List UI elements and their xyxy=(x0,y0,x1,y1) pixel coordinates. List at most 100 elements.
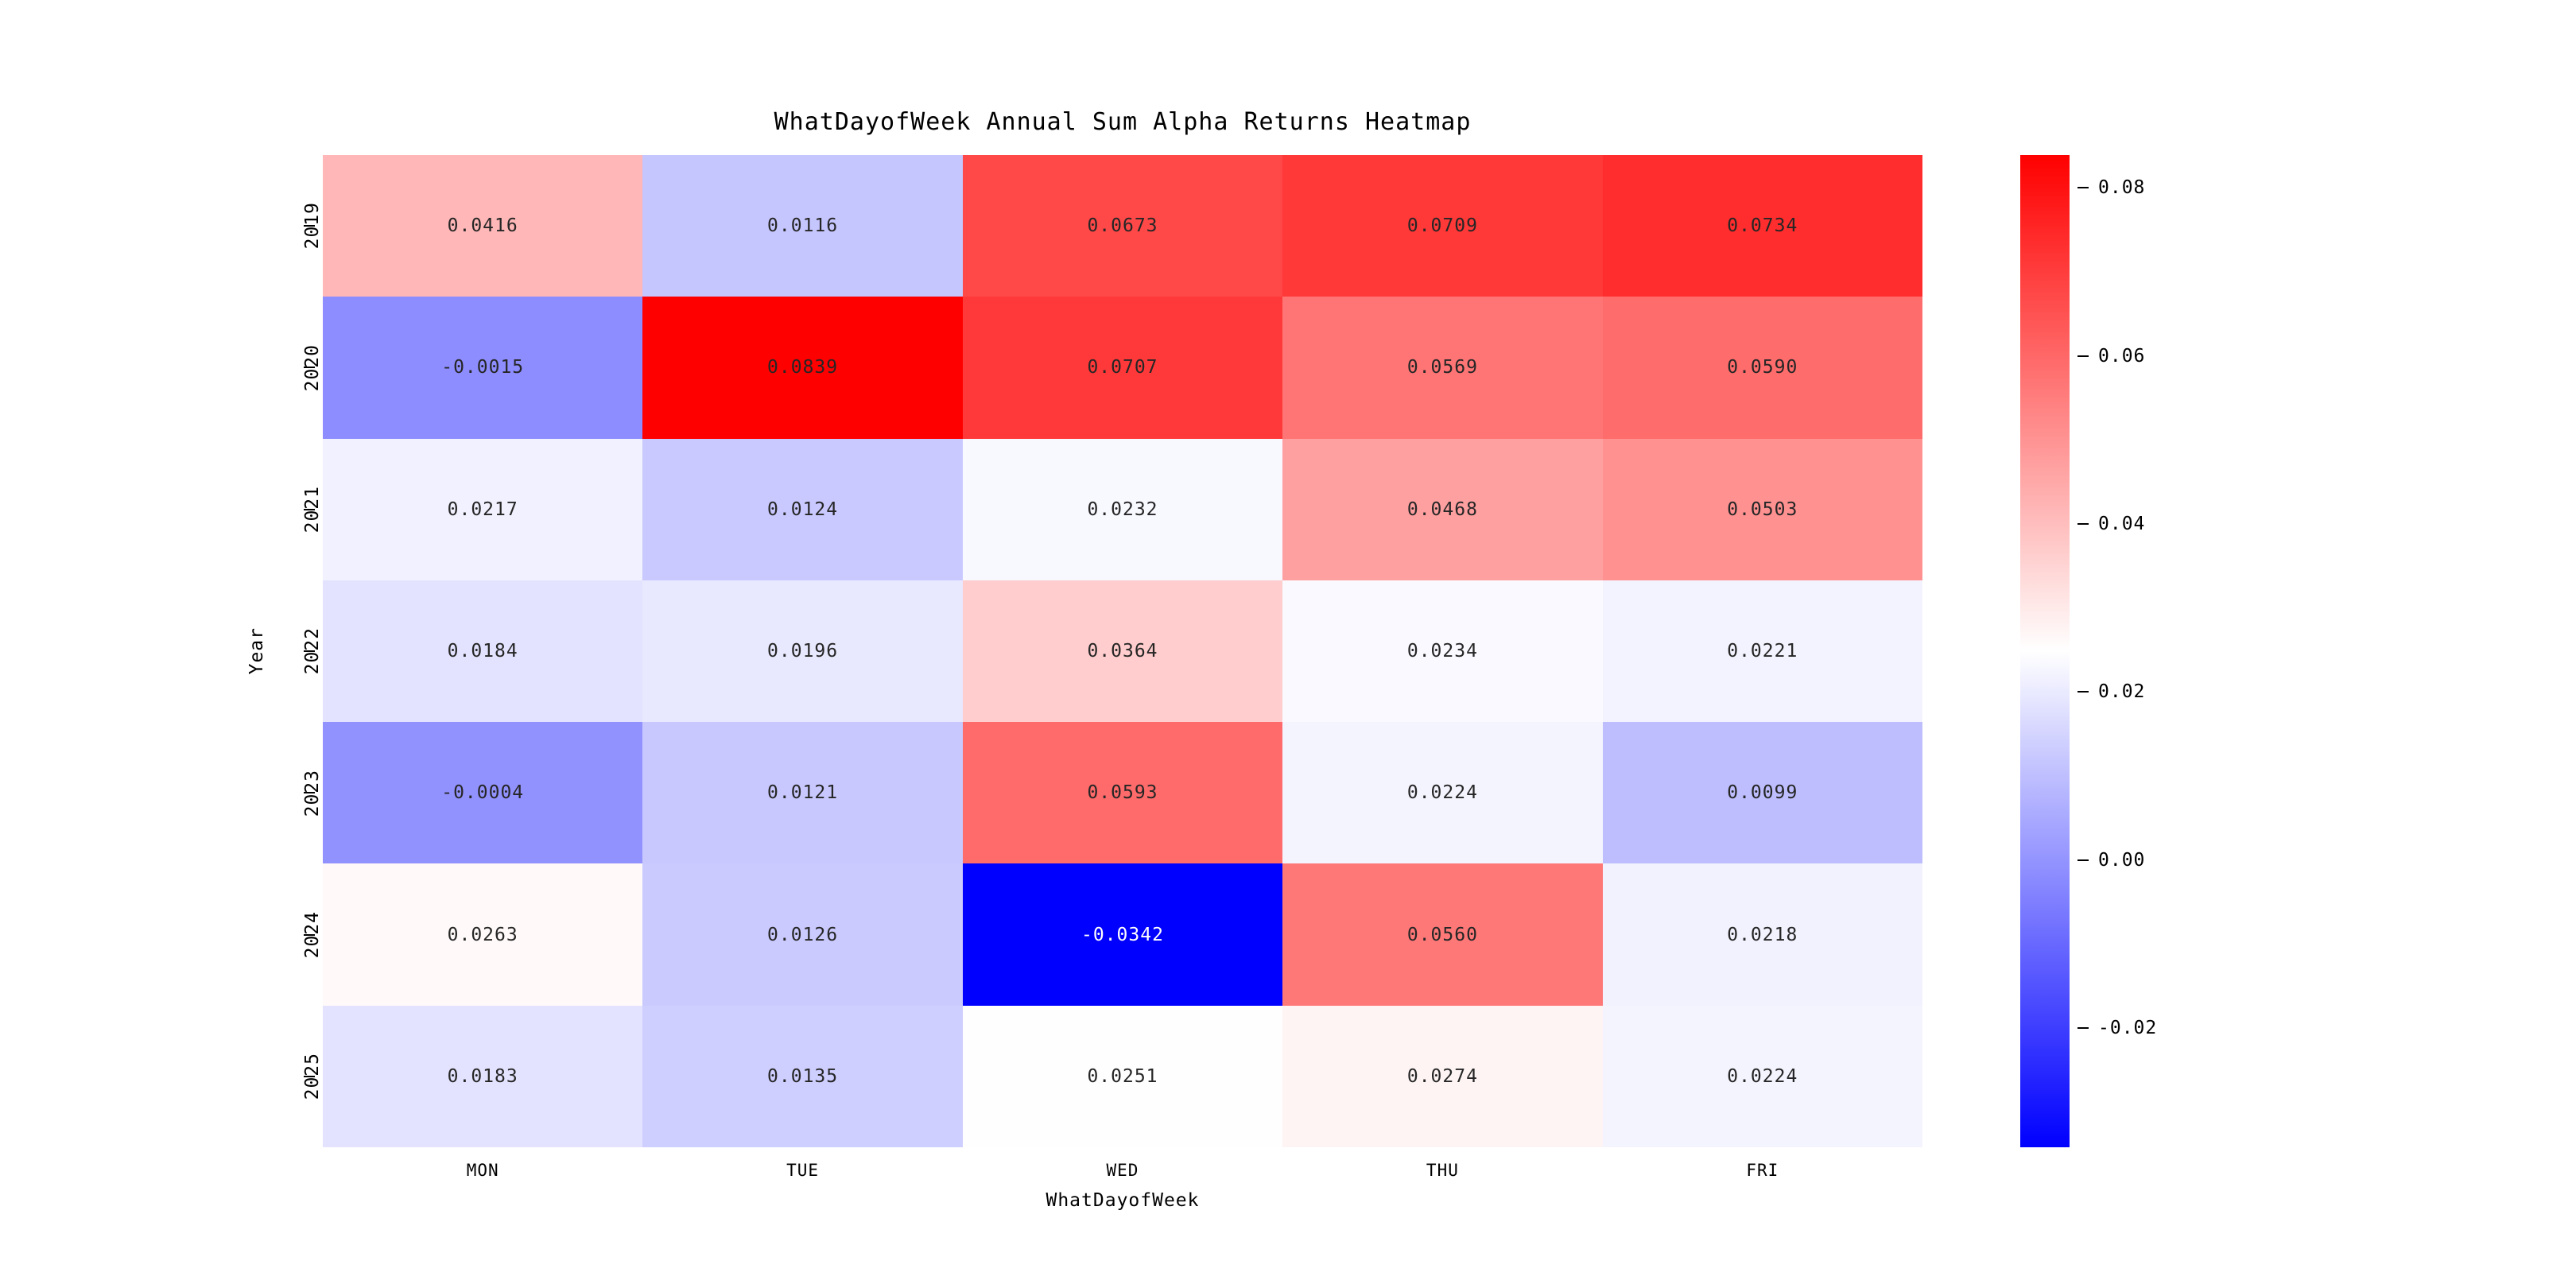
heatmap-cell: 0.0224 xyxy=(1282,722,1603,864)
y-axis-tick-2020: 2020 xyxy=(0,297,323,438)
heatmap-cell-value: 0.0707 xyxy=(1087,357,1158,378)
heatmap-cell: 0.0593 xyxy=(962,722,1283,864)
y-axis-tick-mark xyxy=(304,792,315,794)
heatmap-cell-value: 0.0184 xyxy=(447,640,518,661)
x-axis-tick-tue: TUE xyxy=(786,1161,820,1180)
colorbar-tick-mark xyxy=(2077,859,2089,861)
heatmap-cell-value: 0.0560 xyxy=(1406,924,1478,945)
heatmap-cell-value: 0.0569 xyxy=(1406,357,1478,378)
heatmap-cell-value: 0.0218 xyxy=(1727,924,1798,945)
heatmap-cell-value: -0.0342 xyxy=(1081,924,1164,945)
x-axis-tick-mon: MON xyxy=(466,1161,499,1180)
heatmap-cell: 0.0234 xyxy=(1282,580,1603,723)
colorbar-tick-label: 0.02 xyxy=(2098,681,2146,703)
heatmap-cell-value: 0.0251 xyxy=(1087,1065,1158,1087)
heatmap-cell: 0.0221 xyxy=(1602,580,1922,723)
y-axis-tick-mark xyxy=(304,1075,315,1077)
heatmap-cell-value: 0.0224 xyxy=(1406,782,1478,804)
y-axis-tick-mark xyxy=(304,508,315,510)
colorbar-gradient xyxy=(2020,155,2070,1147)
colorbar-tick-label: 0.04 xyxy=(2098,513,2146,534)
heatmap-cell: 0.0468 xyxy=(1282,438,1603,580)
heatmap-cell: 0.0196 xyxy=(642,580,963,723)
heatmap-cell: -0.0342 xyxy=(962,863,1283,1006)
colorbar-tick-mark xyxy=(2077,522,2089,525)
y-axis-tick-labels: 2019202020212022202320242025 xyxy=(0,155,323,1147)
heatmap-cell: 0.0232 xyxy=(962,438,1283,580)
heatmap-cell: 0.0503 xyxy=(1602,438,1922,580)
heatmap-cell-value: 0.0673 xyxy=(1087,215,1158,237)
heatmap-cell: 0.0569 xyxy=(1282,297,1603,439)
heatmap-cell-value: 0.0217 xyxy=(447,499,518,520)
heatmap-cell-value: 0.0468 xyxy=(1406,499,1478,520)
heatmap-cell: 0.0224 xyxy=(1602,1005,1922,1147)
heatmap-cell-value: 0.0416 xyxy=(447,215,518,237)
y-axis-tick-2021: 2021 xyxy=(0,439,323,580)
heatmap-cell-value: 0.0234 xyxy=(1406,640,1478,661)
colorbar-tick-label: -0.02 xyxy=(2098,1017,2158,1038)
heatmap-cell-value: 0.0364 xyxy=(1087,640,1158,661)
heatmap-cell: 0.0124 xyxy=(642,438,963,580)
heatmap-cell: 0.0707 xyxy=(962,297,1283,439)
heatmap-cell-value: 0.0274 xyxy=(1406,1065,1478,1087)
y-axis-tick-2023: 2023 xyxy=(0,722,323,863)
heatmap-cell-value: 0.0126 xyxy=(767,924,839,945)
heatmap-cell-value: 0.0734 xyxy=(1727,215,1798,237)
heatmap-cell-value: 0.0183 xyxy=(447,1065,518,1087)
colorbar: 0.08 0.06 0.04 0.02 0.00 -0.02 xyxy=(2020,155,2156,1147)
colorbar-tick-mark xyxy=(2077,691,2089,693)
heatmap-cell-value: -0.0015 xyxy=(441,357,525,378)
heatmap-cell-value: -0.0004 xyxy=(441,782,525,804)
heatmap-cell-value: 0.0503 xyxy=(1727,499,1798,520)
heatmap-cell-value: 0.0593 xyxy=(1087,782,1158,804)
heatmap-cell: 0.0673 xyxy=(962,155,1283,297)
y-axis-tick-mark xyxy=(304,225,315,227)
heatmap-cell: 0.0560 xyxy=(1282,863,1603,1006)
heatmap-cell-value: 0.0590 xyxy=(1727,357,1798,378)
heatmap-cell-value: 0.0224 xyxy=(1727,1065,1798,1087)
y-axis-tick-2019: 2019 xyxy=(0,155,323,297)
heatmap-cell: 0.0217 xyxy=(323,438,643,580)
heatmap-cell: 0.0184 xyxy=(323,580,643,723)
y-axis-tick-mark xyxy=(304,650,315,652)
heatmap-cell-value: 0.0221 xyxy=(1727,640,1798,661)
heatmap-cell-value: 0.0121 xyxy=(767,782,839,804)
colorbar-tick-label: 0.08 xyxy=(2098,177,2146,199)
heatmap-cell-value: 0.0232 xyxy=(1087,499,1158,520)
colorbar-tick-mark xyxy=(2077,355,2089,357)
heatmap-cell: 0.0135 xyxy=(642,1005,963,1147)
heatmap-cell: 0.0734 xyxy=(1602,155,1922,297)
heatmap-grid: 0.0416 0.0116 0.0673 0.0709 0.0734 -0.0015 0.0… xyxy=(323,155,1922,1147)
heatmap-cell: -0.0015 xyxy=(323,297,643,439)
heatmap-cell: 0.0839 xyxy=(642,297,963,439)
heatmap-cell: 0.0251 xyxy=(962,1005,1283,1147)
heatmap-cell-value: 0.0116 xyxy=(767,215,839,237)
heatmap-cell-value: 0.0839 xyxy=(767,357,839,378)
y-axis-tick-mark xyxy=(304,933,315,936)
heatmap-cell: 0.0126 xyxy=(642,863,963,1006)
heatmap-cell-value: 0.0135 xyxy=(767,1065,839,1087)
heatmap-cell: -0.0004 xyxy=(323,722,643,864)
y-axis-tick-2025: 2025 xyxy=(0,1006,323,1147)
heatmap-cell-value: 0.0709 xyxy=(1406,215,1478,237)
heatmap-cell: 0.0183 xyxy=(323,1005,643,1147)
heatmap-cell-value: 0.0099 xyxy=(1727,782,1798,804)
x-axis-tick-labels: MON TUE WED THU FRI xyxy=(323,1161,1922,1180)
colorbar-tick-mark xyxy=(2077,1026,2089,1029)
page-title: WhatDayofWeek Annual Sum Alpha Returns H… xyxy=(774,108,1472,136)
heatmap-cell: 0.0099 xyxy=(1602,722,1922,864)
heatmap-cell: 0.0709 xyxy=(1282,155,1603,297)
x-axis-tick-fri: FRI xyxy=(1746,1161,1779,1180)
colorbar-tick-label: 0.06 xyxy=(2098,345,2146,367)
heatmap-cell: 0.0416 xyxy=(323,155,643,297)
y-axis-tick-2024: 2024 xyxy=(0,863,323,1005)
heatmap-cell: 0.0116 xyxy=(642,155,963,297)
heatmap-cell: 0.0590 xyxy=(1602,297,1922,439)
y-axis-tick-mark xyxy=(304,367,315,369)
heatmap-cell-value: 0.0263 xyxy=(447,924,518,945)
heatmap-cell-value: 0.0196 xyxy=(767,640,839,661)
x-axis-tick-thu: THU xyxy=(1426,1161,1459,1180)
heatmap-cell: 0.0274 xyxy=(1282,1005,1603,1147)
heatmap-cell: 0.0364 xyxy=(962,580,1283,723)
